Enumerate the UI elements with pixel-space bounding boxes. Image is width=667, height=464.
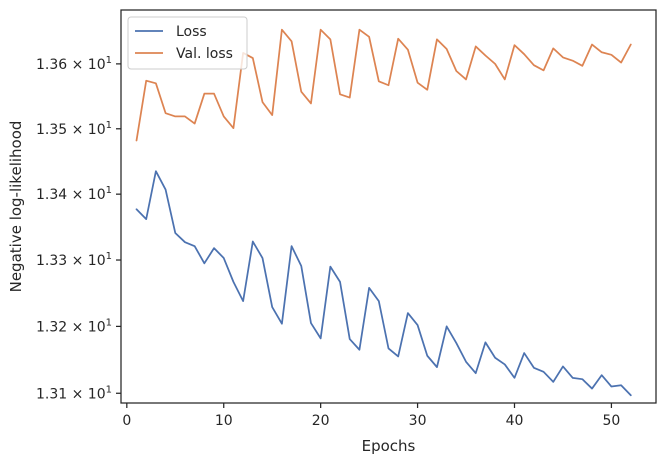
series-line-val-loss [135,28,632,142]
x-axis-label: Epochs [362,437,416,455]
x-tick-label: 40 [506,413,524,429]
x-tick-label: 50 [603,413,621,429]
x-tick-label: 0 [122,413,131,429]
legend-box [127,16,248,70]
x-axis: 0 10 20 30 40 50 [122,403,620,429]
y-tick-label: 1.33 × 101 [36,251,112,269]
y-axis: 1.31 × 101 1.32 × 101 1.33 × 101 1.34 × 101… [36,55,121,402]
legend-label-loss: Loss [176,24,207,40]
plot-frame [120,9,657,404]
y-tick-label: 1.31 × 101 [36,384,112,402]
y-tick-label: 1.34 × 101 [36,185,112,203]
y-tick-label: 1.36 × 101 [36,55,112,73]
y-tick-label: 1.32 × 101 [36,317,112,335]
x-tick-label: 10 [215,413,233,429]
series-line-loss [135,170,632,397]
y-tick-label: 1.35 × 101 [36,120,112,138]
legend: Loss Val. loss [127,16,248,70]
x-tick-label: 20 [312,413,330,429]
plot-lines [135,28,632,397]
y-axis-label: Negative log-likelihood [7,121,25,293]
x-tick-label: 30 [409,413,427,429]
legend-label-val-loss: Val. loss [176,46,233,62]
